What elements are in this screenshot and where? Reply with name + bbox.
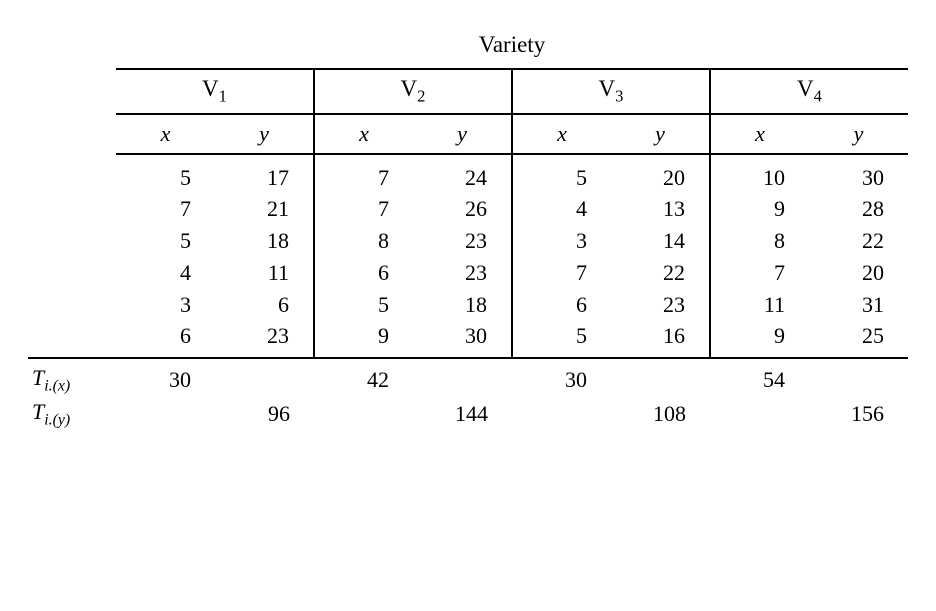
cell-x: 9	[314, 321, 413, 358]
cell-y: 23	[611, 289, 710, 321]
cell-y: 25	[809, 321, 908, 358]
cell-x: 5	[314, 289, 413, 321]
cell-x: 7	[512, 257, 611, 289]
cell-x: 5	[512, 154, 611, 193]
group-header-v4: V4	[710, 69, 908, 114]
cell-x: 7	[314, 193, 413, 225]
table-row: 5 18 8 23 3 14 8 22	[28, 225, 908, 257]
group-header-v2: V2	[314, 69, 512, 114]
group-header-row: V1 V2 V3 V4	[28, 69, 908, 114]
total-y: 156	[809, 397, 908, 431]
total-x: 42	[314, 358, 413, 397]
total-x: 30	[512, 358, 611, 397]
total-label-y: Ti.(y)	[28, 397, 116, 431]
cell-x: 3	[512, 225, 611, 257]
cell-x: 7	[116, 193, 215, 225]
cell-x: 3	[116, 289, 215, 321]
cell-x: 10	[710, 154, 809, 193]
total-y: 108	[611, 397, 710, 431]
cell-x: 7	[710, 257, 809, 289]
total-label-x: Ti.(x)	[28, 358, 116, 397]
total-y: 96	[215, 397, 314, 431]
table-row: 3 6 5 18 6 23 11 31	[28, 289, 908, 321]
cell-y: 28	[809, 193, 908, 225]
cell-y: 26	[413, 193, 512, 225]
cell-x: 6	[512, 289, 611, 321]
cell-x: 11	[710, 289, 809, 321]
sub-x: x	[512, 114, 611, 154]
cell-x: 4	[512, 193, 611, 225]
cell-y: 23	[215, 321, 314, 358]
cell-y: 30	[809, 154, 908, 193]
cell-y: 6	[215, 289, 314, 321]
cell-x: 9	[710, 193, 809, 225]
cell-y: 30	[413, 321, 512, 358]
table-row: 4 11 6 23 7 22 7 20	[28, 257, 908, 289]
cell-y: 22	[809, 225, 908, 257]
cell-y: 18	[215, 225, 314, 257]
cell-y: 24	[413, 154, 512, 193]
table-row: 7 21 7 26 4 13 9 28	[28, 193, 908, 225]
group-header-v1: V1	[116, 69, 314, 114]
cell-y: 22	[611, 257, 710, 289]
cell-y: 20	[809, 257, 908, 289]
total-x: 30	[116, 358, 215, 397]
cell-y: 17	[215, 154, 314, 193]
group-header-v3: V3	[512, 69, 710, 114]
cell-y: 13	[611, 193, 710, 225]
sub-y: y	[413, 114, 512, 154]
table-row: 6 23 9 30 5 16 9 25	[28, 321, 908, 358]
sub-y: y	[809, 114, 908, 154]
sub-x: x	[314, 114, 413, 154]
sub-header-row: x y x y x y x y	[28, 114, 908, 154]
cell-x: 7	[314, 154, 413, 193]
cell-y: 20	[611, 154, 710, 193]
cell-y: 23	[413, 225, 512, 257]
sub-x: x	[710, 114, 809, 154]
cell-y: 14	[611, 225, 710, 257]
cell-x: 8	[314, 225, 413, 257]
cell-y: 21	[215, 193, 314, 225]
cell-x: 6	[116, 321, 215, 358]
variety-table: Variety V1 V2 V3 V4 x y x y x y x y 5 17…	[28, 30, 908, 431]
cell-x: 8	[710, 225, 809, 257]
cell-x: 4	[116, 257, 215, 289]
cell-x: 5	[512, 321, 611, 358]
sub-y: y	[611, 114, 710, 154]
variety-table-container: Variety V1 V2 V3 V4 x y x y x y x y 5 17…	[28, 30, 908, 431]
cell-y: 18	[413, 289, 512, 321]
sub-y: y	[215, 114, 314, 154]
cell-x: 5	[116, 154, 215, 193]
cell-y: 23	[413, 257, 512, 289]
cell-y: 16	[611, 321, 710, 358]
cell-x: 6	[314, 257, 413, 289]
sub-x: x	[116, 114, 215, 154]
table-row: 5 17 7 24 5 20 10 30	[28, 154, 908, 193]
cell-y: 11	[215, 257, 314, 289]
cell-y: 31	[809, 289, 908, 321]
table-title: Variety	[116, 30, 908, 69]
cell-x: 5	[116, 225, 215, 257]
total-row-y: Ti.(y) 96 144 108 156	[28, 397, 908, 431]
title-row: Variety	[28, 30, 908, 69]
cell-x: 9	[710, 321, 809, 358]
total-row-x: Ti.(x) 30 42 30 54	[28, 358, 908, 397]
total-y: 144	[413, 397, 512, 431]
total-x: 54	[710, 358, 809, 397]
